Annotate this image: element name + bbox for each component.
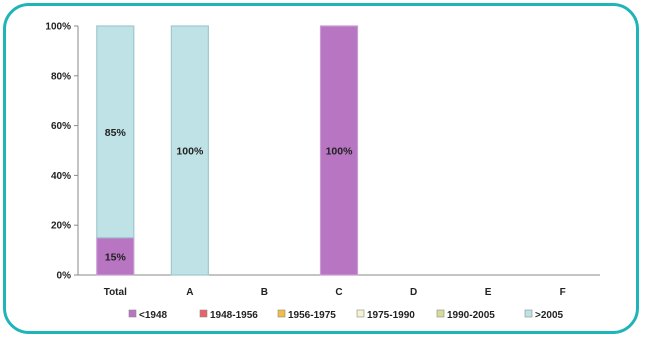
data-label: 85% <box>105 127 127 139</box>
bar-segment <box>319 25 359 276</box>
y-tick-label: 0% <box>57 271 72 282</box>
bar-segment <box>170 25 209 276</box>
y-tick-label: 20% <box>51 221 71 232</box>
legend-label: 1975-1990 <box>367 310 415 321</box>
legend-swatch <box>524 309 533 318</box>
legend-swatch <box>277 309 286 318</box>
y-tick-labels: 0% 20% 40% 60% 80% 100% <box>45 22 71 282</box>
legend-swatch <box>199 309 208 318</box>
legend-label: 1956-1975 <box>288 310 336 321</box>
x-tick-label: E <box>485 287 492 298</box>
x-tick-label: A <box>186 287 193 298</box>
x-tick-label: D <box>410 287 417 298</box>
bars: 15% 85% 100% 100% <box>96 25 359 276</box>
y-tick-label: 40% <box>51 171 71 182</box>
legend-swatch <box>128 309 137 318</box>
legend-label: 1990-2005 <box>447 310 495 321</box>
legend-swatch <box>436 309 445 318</box>
legend: <1948 1948-1956 1956-1975 1975-1990 1990-200… <box>128 309 564 321</box>
legend-label: >2005 <box>535 310 564 321</box>
bar-segment <box>96 237 135 276</box>
y-tick-label: 80% <box>51 71 71 82</box>
legend-label: 1948-1956 <box>210 310 258 321</box>
x-tick-label: F <box>560 287 566 298</box>
y-tick-label: 60% <box>51 121 71 132</box>
x-tick-label: Total <box>104 287 127 298</box>
data-label: 100% <box>326 146 354 158</box>
legend-swatch <box>356 309 365 318</box>
data-label: 15% <box>105 251 127 263</box>
y-tick-label: 100% <box>45 22 71 33</box>
bar-segment <box>96 25 135 239</box>
x-tick-label: B <box>261 287 268 298</box>
data-label: 100% <box>176 146 204 158</box>
legend-label: <1948 <box>139 310 168 321</box>
x-tick-label: C <box>335 287 342 298</box>
x-tick-labels: Total A B C D E F <box>104 287 566 298</box>
